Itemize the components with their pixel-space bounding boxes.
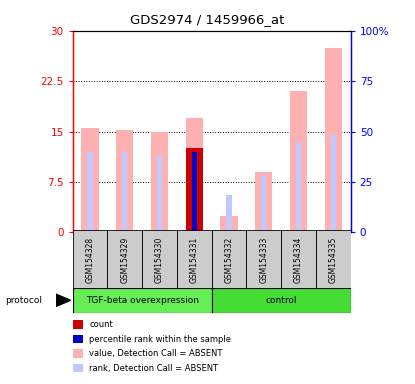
Bar [281, 230, 316, 290]
Text: GSM154331: GSM154331 [190, 237, 199, 283]
Text: GSM154335: GSM154335 [329, 237, 338, 283]
Bar [186, 118, 203, 232]
Bar [212, 230, 247, 290]
Bar [142, 230, 177, 290]
Bar [227, 195, 232, 232]
Text: GSM154333: GSM154333 [259, 237, 268, 283]
Text: GDS2974 / 1459966_at: GDS2974 / 1459966_at [130, 13, 285, 26]
Bar [290, 91, 307, 232]
Bar [88, 152, 93, 232]
Bar [122, 152, 127, 232]
Bar [192, 152, 197, 232]
Text: GSM154328: GSM154328 [85, 237, 95, 283]
Bar [151, 131, 168, 232]
Bar [186, 148, 203, 232]
Text: control: control [266, 296, 297, 305]
Bar [325, 48, 342, 232]
Text: value, Detection Call = ABSENT: value, Detection Call = ABSENT [89, 349, 222, 358]
Bar [220, 215, 238, 232]
Bar [316, 230, 351, 290]
Text: GSM154334: GSM154334 [294, 237, 303, 283]
Polygon shape [56, 294, 71, 306]
Bar [192, 148, 197, 232]
Bar [261, 175, 266, 232]
Bar [116, 129, 134, 232]
Text: count: count [89, 320, 113, 329]
Text: rank, Detection Call = ABSENT: rank, Detection Call = ABSENT [89, 364, 218, 373]
Text: GSM154329: GSM154329 [120, 237, 129, 283]
Bar [255, 172, 273, 232]
Bar [247, 230, 281, 290]
Bar [73, 230, 107, 290]
Text: GSM154330: GSM154330 [155, 237, 164, 283]
Bar [157, 155, 162, 232]
Bar [177, 230, 212, 290]
Text: protocol: protocol [5, 296, 42, 305]
Text: TGF-beta overexpression: TGF-beta overexpression [85, 296, 199, 305]
Text: percentile rank within the sample: percentile rank within the sample [89, 334, 231, 344]
Bar [81, 128, 99, 232]
Text: GSM154332: GSM154332 [225, 237, 234, 283]
Bar [331, 135, 336, 232]
Bar [212, 288, 351, 313]
Bar [73, 288, 212, 313]
Bar [107, 230, 142, 290]
Bar [296, 142, 301, 232]
